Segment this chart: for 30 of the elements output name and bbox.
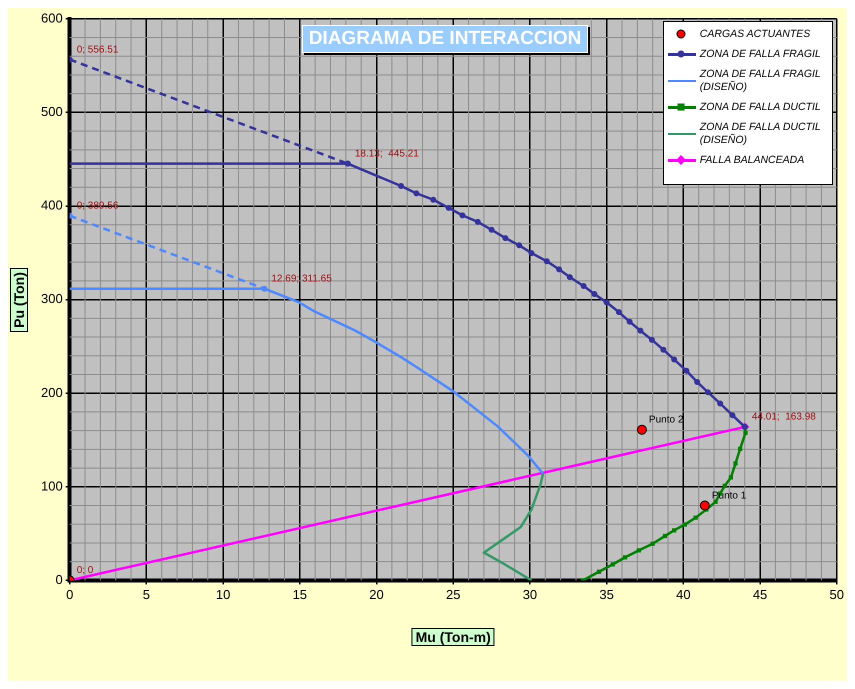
y-tick-label: 600 — [40, 10, 63, 26]
annotation: 0; 556.51 — [76, 44, 119, 56]
y-tick-label: 300 — [40, 291, 63, 306]
y-tick-label: 400 — [40, 198, 63, 213]
y-axis-title: Pu (Ton) — [10, 268, 28, 332]
x-tick-label: 45 — [752, 586, 768, 602]
x-tick-label: 50 — [830, 586, 844, 602]
annotation: 12.69; 311.65 — [271, 273, 332, 284]
legend-label: FALLA BALANCEADA — [700, 154, 804, 167]
y-tick-label: 100 — [40, 478, 63, 494]
y-tick-label: 500 — [40, 104, 63, 119]
legend-label: ZONA DE FALLA FRAGIL — [700, 48, 821, 61]
x-tick-label: 30 — [522, 586, 538, 602]
x-tick-label: 35 — [599, 586, 614, 602]
x-tick-label: 15 — [292, 586, 308, 602]
text: DIAGRAMA DE INTERACCION — [302, 24, 588, 53]
x-tick-label: 40 — [676, 586, 691, 602]
legend-label: ZONA DE FALLA DUCTIL (DISEÑO) — [700, 120, 822, 147]
legend-label: ZONA DE FALLA DUCTIL — [700, 100, 821, 114]
x-tick-label: 0 — [66, 586, 74, 602]
x-tick-label: 10 — [216, 586, 230, 602]
annotation: 0; 0 — [76, 565, 94, 576]
x-tick-label: 5 — [142, 586, 150, 602]
legend-label: CARGAS ACTUANTES — [700, 28, 810, 41]
y-tick-label: 0 — [55, 572, 63, 587]
x-tick-label: 25 — [446, 586, 460, 602]
x-tick-label: 20 — [369, 586, 384, 602]
legend-label: ZONA DE FALLA FRAGIL (DISEÑO) — [700, 68, 822, 94]
y-tick-label: 200 — [40, 384, 63, 400]
x-axis-title: Mu (Ton-m) — [412, 628, 495, 646]
